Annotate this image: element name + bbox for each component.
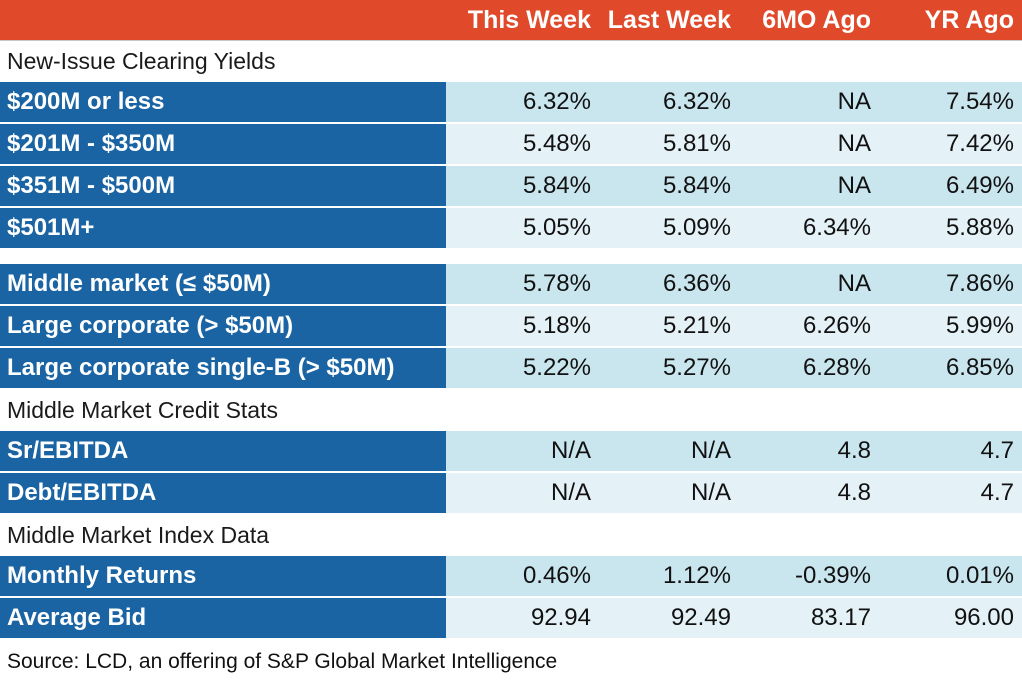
cell-6mo-ago: NA [739,123,879,166]
cell-this-week: 5.18% [446,305,599,348]
cell-this-week: N/A [446,472,599,515]
row-label: Large corporate (> $50M) [0,305,446,348]
cell-6mo-ago: 6.34% [739,207,879,250]
row-label: $351M - $500M [0,165,446,208]
cell-6mo-ago: NA [739,82,879,124]
cell-6mo-ago: 6.26% [739,305,879,348]
cell-last-week: 6.32% [599,82,739,124]
cell-yr-ago: 7.86% [879,264,1022,306]
cell-last-week: 5.09% [599,207,739,250]
row-label: Large corporate single-B (> $50M) [0,347,446,390]
cell-yr-ago: 6.85% [879,347,1022,390]
row-label: Sr/EBITDA [0,431,446,473]
cell-last-week: 5.81% [599,123,739,166]
cell-this-week: 6.32% [446,82,599,124]
cell-yr-ago: 96.00 [879,597,1022,640]
cell-last-week: 92.49 [599,597,739,640]
cell-last-week: 5.27% [599,347,739,390]
table-row: Large corporate (> $50M) 5.18% 5.21% 6.2… [0,305,1022,348]
header-this-week: This Week [446,0,599,41]
row-label: Middle market (≤ $50M) [0,264,446,306]
row-label: $200M or less [0,82,446,124]
row-label: Average Bid [0,597,446,640]
header-corner [0,0,446,41]
cell-6mo-ago: -0.39% [739,556,879,598]
table-row: $200M or less 6.32% 6.32% NA 7.54% [0,82,1022,124]
table-row: Large corporate single-B (> $50M) 5.22% … [0,347,1022,390]
section-title-credit: Middle Market Credit Stats [0,388,1022,431]
table-row: Monthly Returns 0.46% 1.12% -0.39% 0.01% [0,556,1022,598]
source-note: Source: LCD, an offering of S&P Global M… [0,638,1022,684]
table-row: $501M+ 5.05% 5.09% 6.34% 5.88% [0,207,1022,250]
cell-yr-ago: 4.7 [879,472,1022,515]
cell-6mo-ago: 4.8 [739,431,879,473]
footer-row: Source: LCD, an offering of S&P Global M… [0,638,1022,684]
cell-6mo-ago: NA [739,165,879,208]
header-yr-ago: YR Ago [879,0,1022,41]
cell-last-week: 1.12% [599,556,739,598]
table-row: $201M - $350M 5.48% 5.81% NA 7.42% [0,123,1022,166]
spacer-row [0,249,1022,264]
table-header-row: This Week Last Week 6MO Ago YR Ago [0,0,1022,41]
table-row: Debt/EBITDA N/A N/A 4.8 4.7 [0,472,1022,515]
section-title-index: Middle Market Index Data [0,513,1022,556]
cell-6mo-ago: 6.28% [739,347,879,390]
row-label: $201M - $350M [0,123,446,166]
section-title-clearing: New-Issue Clearing Yields [0,40,1022,82]
section-row: Middle Market Index Data [0,513,1022,556]
header-last-week: Last Week [599,0,739,41]
table-row: Sr/EBITDA N/A N/A 4.8 4.7 [0,431,1022,473]
cell-yr-ago: 7.54% [879,82,1022,124]
cell-yr-ago: 4.7 [879,431,1022,473]
cell-this-week: 92.94 [446,597,599,640]
cell-yr-ago: 0.01% [879,556,1022,598]
cell-6mo-ago: 4.8 [739,472,879,515]
row-label: $501M+ [0,207,446,250]
cell-6mo-ago: NA [739,264,879,306]
cell-yr-ago: 5.88% [879,207,1022,250]
cell-last-week: 5.84% [599,165,739,208]
cell-yr-ago: 6.49% [879,165,1022,208]
table-row: Middle market (≤ $50M) 5.78% 6.36% NA 7.… [0,264,1022,306]
cell-this-week: N/A [446,431,599,473]
row-label: Monthly Returns [0,556,446,598]
section-row: Middle Market Credit Stats [0,388,1022,431]
cell-this-week: 5.78% [446,264,599,306]
table-row: $351M - $500M 5.84% 5.84% NA 6.49% [0,165,1022,208]
cell-last-week: N/A [599,472,739,515]
cell-last-week: N/A [599,431,739,473]
cell-yr-ago: 7.42% [879,123,1022,166]
cell-this-week: 5.84% [446,165,599,208]
cell-yr-ago: 5.99% [879,305,1022,348]
section-row: New-Issue Clearing Yields [0,40,1022,82]
table-row: Average Bid 92.94 92.49 83.17 96.00 [0,597,1022,640]
cell-this-week: 5.22% [446,347,599,390]
cell-6mo-ago: 83.17 [739,597,879,640]
cell-last-week: 6.36% [599,264,739,306]
cell-this-week: 0.46% [446,556,599,598]
cell-this-week: 5.05% [446,207,599,250]
cell-this-week: 5.48% [446,123,599,166]
header-6mo-ago: 6MO Ago [739,0,879,41]
cell-last-week: 5.21% [599,305,739,348]
row-label: Debt/EBITDA [0,472,446,515]
